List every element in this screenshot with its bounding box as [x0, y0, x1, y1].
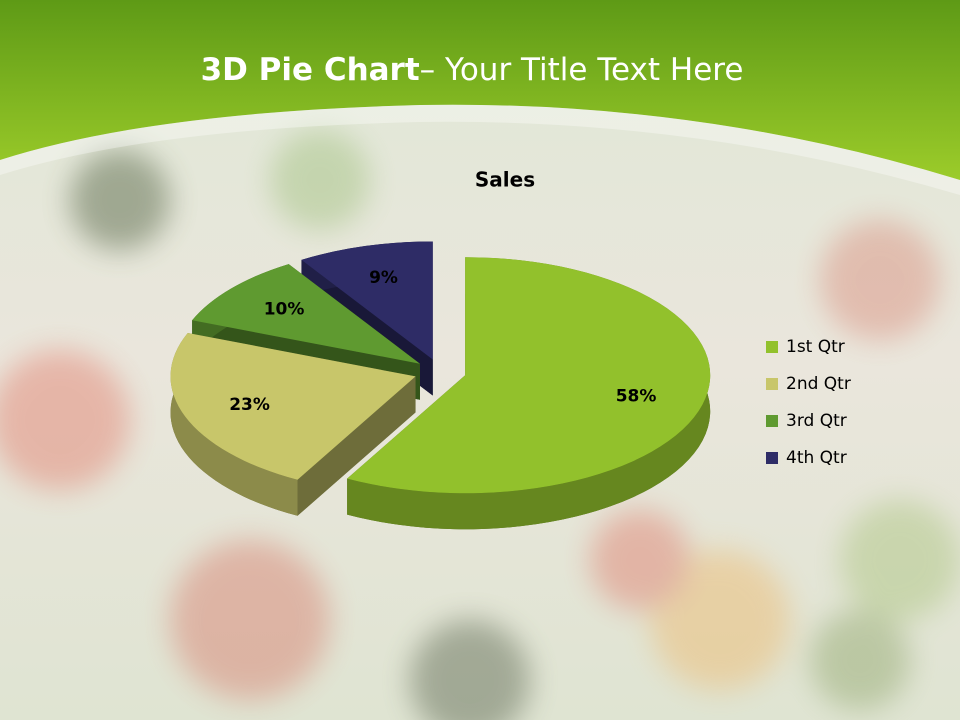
photo-blobs: [0, 130, 960, 720]
band-highlight: [0, 104, 960, 195]
slice-outer-wall: [347, 257, 711, 530]
data-label: 58%: [616, 386, 657, 406]
legend-swatch: [766, 341, 778, 353]
title-band: [0, 0, 960, 180]
chart-title: Sales: [475, 168, 535, 192]
pie-slice: [301, 241, 433, 360]
pie-slice: [347, 257, 711, 494]
legend-label: 2nd Qtr: [786, 374, 851, 394]
data-label: 23%: [229, 395, 270, 415]
pie-slice: [192, 264, 420, 364]
pie-slice: [170, 332, 416, 480]
data-label: 10%: [264, 300, 305, 320]
legend-label: 4th Qtr: [786, 448, 847, 468]
slide-title: 3D Pie Chart– Your Title Text Here: [201, 52, 744, 88]
legend-swatch: [766, 415, 778, 427]
legend-label: 3rd Qtr: [786, 411, 847, 431]
legend-swatch: [766, 452, 778, 464]
title-rest: – Your Title Text Here: [420, 52, 744, 88]
slice-outer-wall: [170, 332, 298, 516]
slice-radial-wall: [297, 376, 416, 516]
legend-swatch: [766, 378, 778, 390]
legend-label: 1st Qtr: [786, 337, 845, 357]
title-bold: 3D Pie Chart: [201, 52, 420, 88]
data-label: 9%: [369, 268, 398, 288]
